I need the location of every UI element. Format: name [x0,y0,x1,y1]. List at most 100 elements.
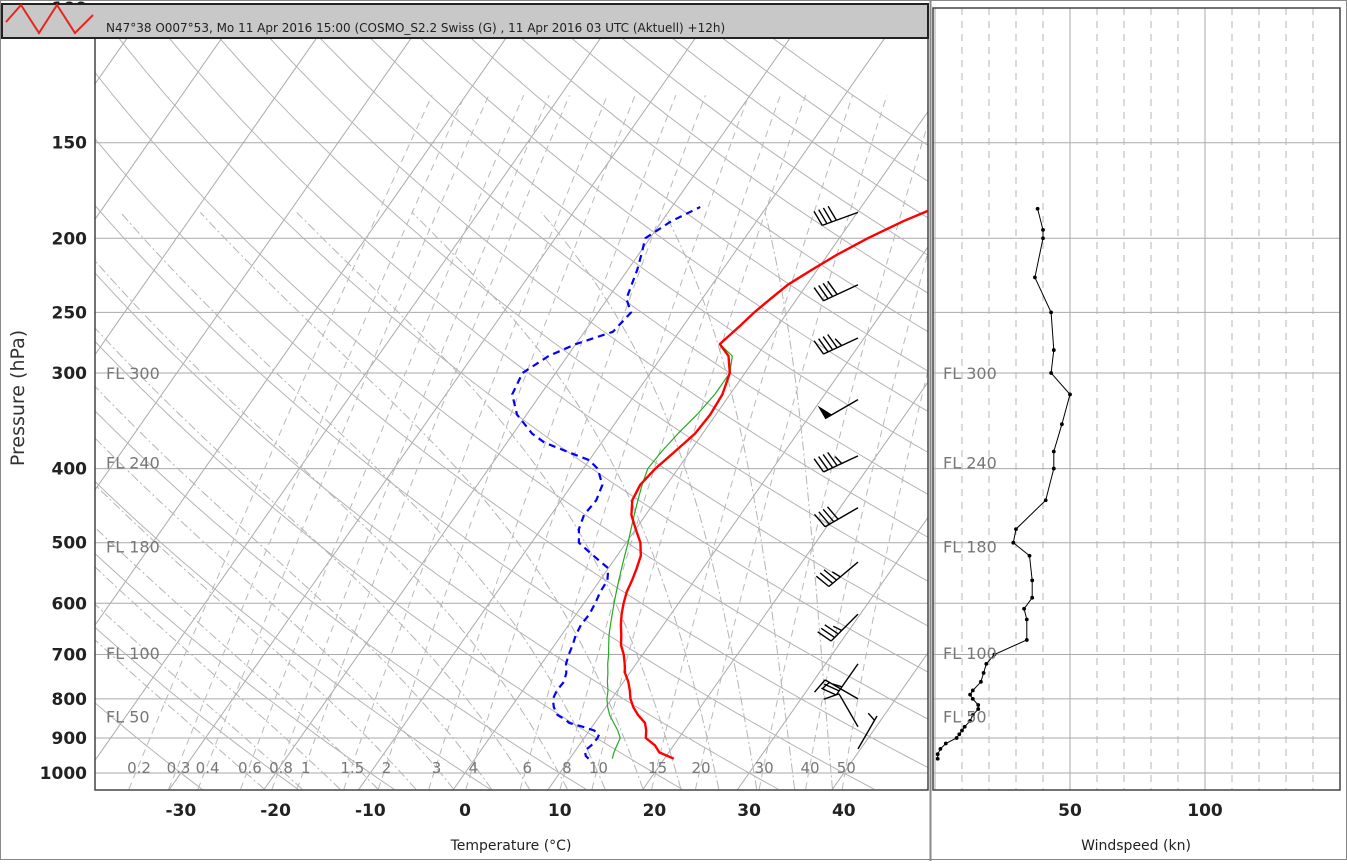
mixing-ratio-line [591,95,807,790]
windspeed-point [1041,227,1045,232]
windspeed-point [1033,275,1037,280]
dry-adiabat-line [95,8,928,673]
windspeed-point [970,713,975,717]
wind-barb [817,613,859,642]
windspeed-point [970,696,975,701]
mixing-ratio-label: 4 [469,759,479,777]
dry-adiabat-line [95,480,491,790]
windspeed-flight-level-label: FL 180 [943,538,997,557]
flight-level-label: FL 180 [106,538,160,557]
windspeed-series [935,206,1072,761]
dry-adiabat-line [95,626,299,790]
moist-adiabat-line [95,603,303,790]
isotherm-line [95,8,244,221]
windspeed-flight-level-label: FL 300 [943,364,997,383]
windspeed-point [1030,578,1035,583]
windspeed-point [981,671,986,675]
header-background [1,3,929,39]
mixing-ratio-line [465,95,706,790]
dry-adiabat-line [95,702,203,790]
dry-adiabat-line [242,8,928,538]
temperature-tick-label: 20 [643,801,667,821]
windspeed-point [1068,392,1072,397]
windspeed-flight-level-label: FL 100 [943,644,997,663]
mixing-ratio-label: 0.2 [127,759,151,777]
x-axis-title: Temperature (°C) [450,838,572,854]
windspeed-point [984,661,989,666]
moist-adiabat-line [95,437,455,790]
moist-adiabat-line [95,566,341,790]
windspeed-point [1041,236,1045,241]
skew-t-grid [95,8,928,790]
windspeed-point [970,688,975,693]
wind-barb [813,205,859,227]
isotherm-line [452,110,928,790]
zigzag-logo-icon [5,3,94,35]
pressure-tick-label: 400 [52,460,88,480]
isotherm-line [95,8,528,627]
isotherm-line [263,8,812,790]
windspeed-point [1022,606,1026,611]
mixing-ratio-label: 0.3 [167,759,191,777]
dewpoint-curve [511,206,701,760]
isotherm-line [168,8,717,790]
pressure-tick-label: 300 [52,364,88,384]
windspeed-point [938,746,943,751]
wind-barb [823,693,859,728]
windspeed-point [935,756,940,761]
mixing-ratio-line [271,95,550,790]
mixing-ratio-label: 30 [755,759,774,777]
windspeed-point [957,732,962,737]
dry-adiabat-line [291,8,928,495]
windspeed-point [1049,310,1053,315]
windspeed-axis-title: Windspeed (kn) [1081,838,1191,854]
windspeed-point [1011,540,1016,545]
mixing-ratio-label: 20 [691,759,710,777]
mixing-ratio-line [519,95,750,790]
windspeed-point [979,679,983,684]
temperature-tick-label: 0 [459,801,471,821]
dry-adiabat-line [389,8,928,413]
temperature-tick-label: -10 [355,801,386,821]
windspeed-tick-label: 100 [1187,801,1223,821]
wind-barb [813,679,859,700]
dry-adiabat-line [340,8,928,454]
mixing-ratio-label: 1.5 [340,759,364,777]
moist-adiabat-line [95,526,379,790]
mixing-ratio-line [651,95,854,790]
temperature-tick-label: 30 [737,801,761,821]
mixing-ratio-line [296,95,570,790]
dry-adiabat-line [95,204,875,790]
windspeed-point [943,741,948,746]
moist-adiabat-line [541,212,758,790]
moist-adiabat-line [95,639,265,790]
windspeed-point [968,719,972,723]
mixing-ratio-line [758,121,928,790]
wind-barb [817,398,859,420]
windspeed-point [1051,449,1056,454]
windspeed-flight-level-label: FL 240 [943,454,997,473]
temperature-tick-label: -20 [260,801,291,821]
mixing-ratio-label: 8 [562,759,572,777]
windspeed-point [976,707,981,711]
windspeed-point [1027,553,1032,558]
moist-adiabat-line [95,260,568,790]
dry-adiabat-line [95,410,587,790]
windspeed-point [1060,422,1064,427]
windspeed-point [1035,206,1040,211]
dry-adiabat-line [144,8,928,627]
pressure-tick-label: 800 [52,690,88,710]
y-axis-title: Pressure (hPa) [7,330,29,466]
windspeed-point [992,652,997,657]
mixing-ratio-line [240,95,525,790]
windspeed-point [1030,595,1035,600]
dry-adiabat-line [438,8,928,372]
windspeed-flight-level-label: FL 50 [943,707,987,726]
pressure-tick-label: 500 [52,534,88,554]
moist-adiabat-line [95,385,492,790]
mixing-ratio-label: 0.8 [269,759,293,777]
mixing-ratio-line [428,95,677,790]
dry-adiabat-line [487,8,928,333]
